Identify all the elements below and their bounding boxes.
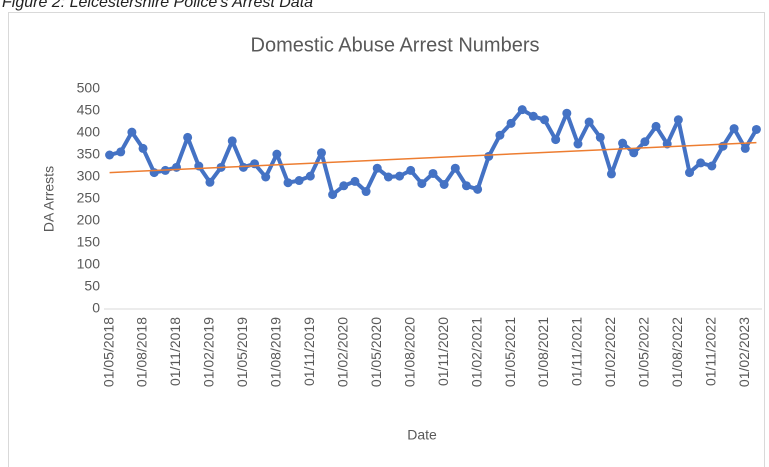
- data-point: [751, 124, 761, 134]
- x-tick-label: 01/05/2020: [368, 317, 384, 387]
- y-axis-label: DA Arrests: [41, 166, 57, 232]
- data-point: [428, 168, 438, 178]
- y-tick-label: 400: [77, 124, 101, 140]
- data-point: [205, 177, 215, 187]
- data-point: [551, 135, 561, 145]
- x-tick-label: 01/11/2022: [703, 317, 719, 386]
- data-point: [473, 184, 483, 194]
- x-tick-label: 01/08/2021: [535, 317, 551, 387]
- data-point: [506, 118, 516, 128]
- data-point: [584, 117, 594, 127]
- x-tick-label: 01/08/2019: [268, 317, 284, 387]
- data-point: [328, 190, 338, 200]
- x-tick-label: 01/02/2020: [334, 317, 350, 387]
- y-tick-label: 250: [77, 190, 101, 206]
- data-point: [406, 165, 416, 175]
- data-point: [417, 179, 427, 189]
- data-point: [528, 111, 538, 121]
- data-point: [729, 124, 739, 134]
- data-point: [461, 181, 471, 191]
- data-point: [149, 168, 159, 178]
- data-point: [350, 176, 360, 186]
- x-tick-label: 01/11/2019: [301, 317, 317, 386]
- data-point: [383, 172, 393, 182]
- x-tick-label: 01/05/2019: [234, 317, 250, 387]
- data-point: [718, 141, 728, 151]
- x-tick-label: 01/02/2021: [468, 317, 484, 387]
- data-point: [238, 162, 248, 172]
- data-point: [707, 161, 717, 171]
- x-tick-label: 01/08/2020: [401, 317, 417, 387]
- data-point: [740, 143, 750, 153]
- data-point: [171, 162, 181, 172]
- y-tick-label: 450: [77, 102, 101, 118]
- y-tick-label: 150: [77, 234, 101, 250]
- data-point: [127, 127, 137, 137]
- y-tick-label: 500: [77, 80, 101, 96]
- data-point: [495, 130, 505, 140]
- data-point: [261, 172, 271, 182]
- x-tick-label: 01/05/2021: [502, 317, 518, 387]
- data-point: [372, 163, 382, 173]
- data-point: [640, 137, 650, 147]
- data-point: [573, 139, 583, 149]
- data-point: [272, 149, 282, 159]
- y-tick-label: 0: [92, 300, 100, 316]
- x-tick-label: 01/05/2018: [100, 317, 116, 387]
- data-point: [105, 150, 115, 160]
- trendline: [109, 141, 757, 174]
- data-point: [685, 168, 695, 178]
- data-point: [562, 108, 572, 118]
- chart-title: Domestic Abuse Arrest Numbers: [251, 34, 540, 56]
- data-point: [116, 147, 126, 157]
- x-tick-label: 01/11/2021: [569, 317, 585, 386]
- y-tick-label: 50: [84, 278, 100, 294]
- x-tick-label: 01/05/2022: [636, 317, 652, 387]
- data-point: [673, 115, 683, 125]
- x-tick-label: 01/02/2022: [602, 317, 618, 387]
- x-tick-label: 01/08/2018: [134, 317, 150, 387]
- data-point: [595, 132, 605, 142]
- x-tick-label: 01/08/2022: [669, 317, 685, 387]
- data-point: [484, 151, 494, 161]
- data-point: [606, 169, 616, 179]
- y-tick-label: 200: [77, 212, 101, 228]
- data-point: [283, 178, 293, 188]
- data-point: [696, 158, 706, 168]
- data-point: [250, 159, 260, 169]
- y-tick-label: 300: [77, 168, 101, 184]
- data-point: [517, 105, 527, 115]
- y-tick-label: 100: [77, 256, 101, 272]
- data-point: [305, 171, 315, 181]
- data-point: [651, 121, 661, 131]
- data-point: [316, 148, 326, 158]
- x-tick-label: 01/11/2018: [167, 317, 183, 386]
- data-point: [138, 143, 148, 153]
- data-point: [294, 176, 304, 186]
- data-point: [227, 136, 237, 146]
- x-axis-label: Date: [407, 427, 437, 443]
- data-point: [439, 179, 449, 189]
- data-point: [618, 138, 628, 148]
- data-point: [450, 163, 460, 173]
- data-point: [361, 187, 371, 197]
- chart-border: [8, 12, 765, 467]
- data-point: [629, 148, 639, 158]
- data-point: [183, 132, 193, 142]
- data-point: [395, 171, 405, 181]
- data-point: [339, 181, 349, 191]
- figure-caption: Figure 2: Leicestershire Police's Arrest…: [2, 0, 313, 11]
- x-tick-label: 01/02/2023: [736, 317, 752, 387]
- data-point: [540, 115, 550, 125]
- y-tick-label: 350: [77, 146, 101, 162]
- x-tick-label: 01/02/2019: [201, 317, 217, 387]
- x-tick-label: 01/11/2020: [435, 317, 451, 386]
